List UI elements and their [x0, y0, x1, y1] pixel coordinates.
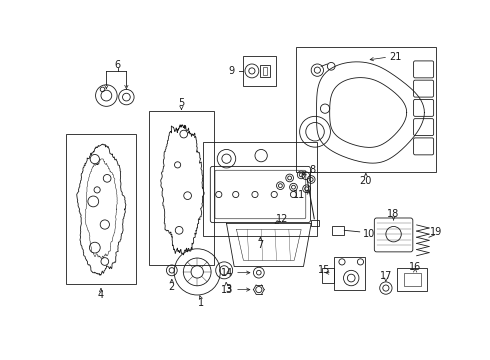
Text: 16: 16 — [409, 261, 421, 271]
Bar — [322, 268, 334, 283]
Text: 9: 9 — [229, 66, 235, 76]
Bar — [263, 67, 268, 75]
Text: 18: 18 — [388, 209, 400, 219]
Text: 3: 3 — [225, 284, 231, 294]
Bar — [404, 274, 420, 286]
Text: 7: 7 — [257, 240, 264, 250]
Text: 12: 12 — [276, 214, 288, 224]
Bar — [260, 65, 270, 77]
Bar — [311, 220, 319, 226]
Text: 1: 1 — [198, 298, 204, 308]
Text: 11: 11 — [293, 190, 305, 200]
Bar — [397, 268, 427, 291]
Text: 21: 21 — [390, 52, 402, 62]
Text: 17: 17 — [380, 271, 392, 281]
Bar — [66, 134, 136, 284]
Text: 10: 10 — [363, 229, 375, 239]
Text: 6: 6 — [115, 60, 121, 70]
Text: 15: 15 — [318, 265, 330, 275]
Text: 8: 8 — [309, 165, 315, 175]
Bar — [334, 257, 365, 289]
Text: 5: 5 — [178, 98, 185, 108]
Bar — [149, 111, 214, 265]
Bar — [332, 226, 344, 235]
Text: 19: 19 — [430, 227, 442, 237]
Bar — [243, 56, 276, 86]
Bar — [203, 142, 318, 236]
Text: 2: 2 — [169, 282, 175, 292]
Text: 4: 4 — [98, 290, 104, 300]
Text: 13: 13 — [221, 285, 233, 294]
Bar — [296, 47, 436, 172]
Text: 20: 20 — [360, 176, 372, 186]
Text: 14: 14 — [221, 267, 233, 278]
